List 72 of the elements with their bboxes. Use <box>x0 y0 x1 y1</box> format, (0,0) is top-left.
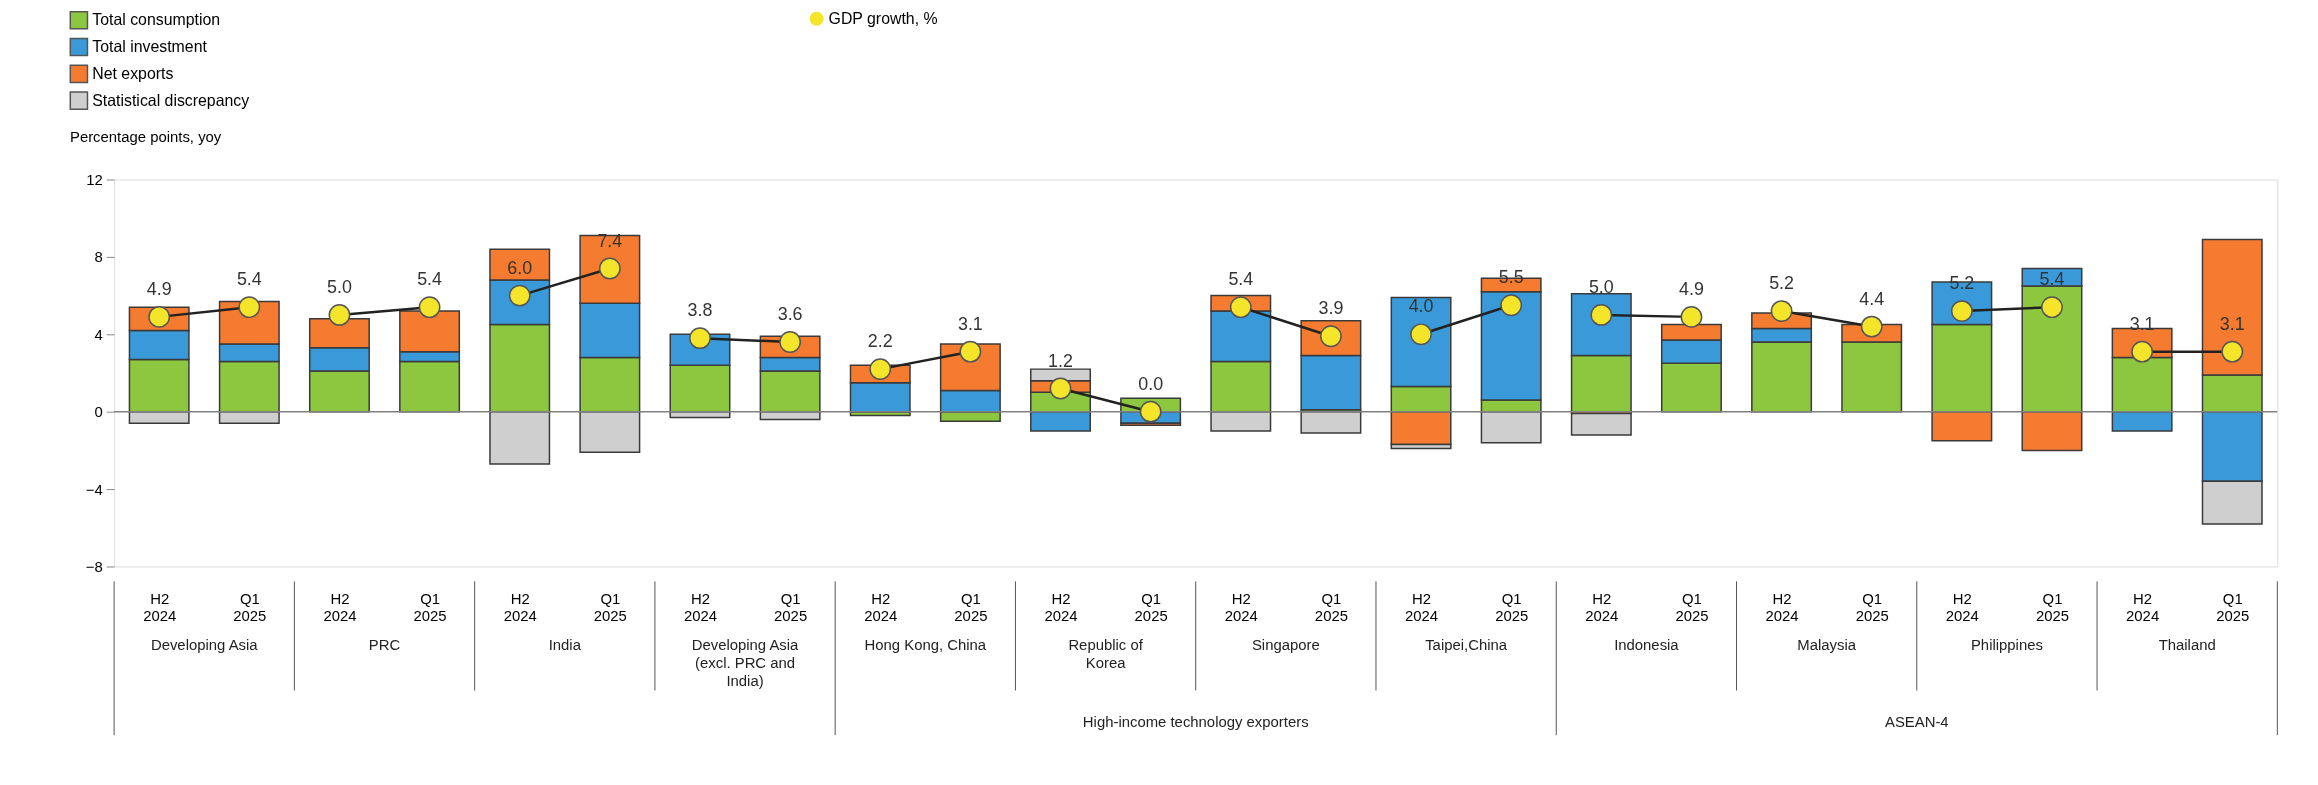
x-tick-label: H2 2024 <box>1405 590 1439 624</box>
data-label: 5.4 <box>417 269 443 290</box>
x-tick-label: Q1 2025 <box>1134 590 1168 624</box>
x-tick-label: H2 2024 <box>683 590 718 624</box>
text: Developing Asia <box>150 636 259 653</box>
y-tick-label: 8 <box>94 249 103 266</box>
x-tick-label: Q1 2025 <box>2216 590 2250 624</box>
x-tick-label: Q1 2025 <box>1495 590 1529 624</box>
text: Thailand <box>2158 636 2216 653</box>
legend-label: Statistical discrepancy <box>92 91 250 109</box>
text: Indonesia <box>1614 636 1680 653</box>
data-label: 5.4 <box>1228 269 1254 290</box>
x-tick-label: Q1 2025 <box>593 590 627 624</box>
x-tick-label: H2 2024 <box>1945 590 1979 624</box>
data-label: 3.6 <box>777 304 803 325</box>
data-label: 5.2 <box>1769 273 1795 294</box>
data-label: 4.9 <box>1679 279 1704 300</box>
text: Taipei,China <box>1425 636 1508 653</box>
y-tick-label: −8 <box>85 558 103 575</box>
x-tick-label: Q1 2025 <box>1855 590 1889 624</box>
data-label: 3.9 <box>1318 298 1344 319</box>
legend-label: Net exports <box>92 64 174 82</box>
x-tick-label: Q1 2025 <box>1314 590 1348 624</box>
text: Republic of Korea <box>1068 636 1144 671</box>
x-tick-label: H2 2024 <box>2126 590 2160 624</box>
data-label: 2.2 <box>867 331 893 352</box>
text: Philippines <box>1970 636 2043 653</box>
data-label: 1.2 <box>1048 350 1073 371</box>
x-tick-label: H2 2024 <box>323 590 357 624</box>
x-tick-label: H2 2024 <box>1044 590 1078 624</box>
data-label: 5.5 <box>1498 267 1524 288</box>
data-label: 6.0 <box>507 257 533 278</box>
text: Hong Kong, China <box>864 636 987 653</box>
text: PRC <box>368 636 401 653</box>
y-tick-label: −4 <box>85 481 103 498</box>
y-tick-label: 0 <box>94 404 103 421</box>
x-tick-label: H2 2024 <box>503 590 537 624</box>
x-tick-label: Q1 2025 <box>413 590 447 624</box>
text: Malaysia <box>1797 636 1857 653</box>
x-tick-label: H2 2024 <box>1765 590 1799 624</box>
y-axis-title: Percentage points, yoy <box>69 129 222 146</box>
data-label: 5.4 <box>2039 269 2065 290</box>
data-label: 3.8 <box>687 300 713 321</box>
x-tick-label: Q1 2025 <box>2035 590 2070 624</box>
legend-label: GDP growth, % <box>828 9 938 27</box>
x-tick-label: Q1 2025 <box>233 590 267 624</box>
data-label: 4.4 <box>1859 288 1885 309</box>
data-label: 5.4 <box>236 269 262 290</box>
data-label: 7.4 <box>597 230 623 251</box>
text: ASEAN-4 <box>1884 714 1949 731</box>
x-tick-label: Q1 2025 <box>1675 590 1709 624</box>
y-tick-label: 4 <box>94 326 103 343</box>
x-tick-label: H2 2024 <box>1224 590 1258 624</box>
text: India <box>548 636 582 653</box>
legend-label: Total consumption <box>92 11 221 29</box>
data-label: 0.0 <box>1138 373 1164 394</box>
x-tick-label: Q1 2025 <box>774 590 808 624</box>
data-label: 3.1 <box>957 313 983 334</box>
data-label: 5.0 <box>327 277 352 298</box>
text: Developing Asia (excl. PRC and India) <box>691 636 800 689</box>
text: High-income technology exporters <box>1082 714 1309 731</box>
x-tick-label: H2 2024 <box>864 590 898 624</box>
data-label: 4.9 <box>146 279 172 300</box>
x-tick-label: H2 2024 <box>1585 590 1619 624</box>
data-label: 3.1 <box>2219 313 2245 334</box>
text: Singapore <box>1251 636 1320 653</box>
data-label: 5.0 <box>1588 277 1614 298</box>
y-tick-label: 12 <box>86 171 103 188</box>
x-tick-label: Q1 2025 <box>954 590 988 624</box>
x-tick-label: H2 2024 <box>143 590 177 624</box>
data-label: 4.0 <box>1408 296 1434 317</box>
legend-label: Total investment <box>92 37 208 55</box>
